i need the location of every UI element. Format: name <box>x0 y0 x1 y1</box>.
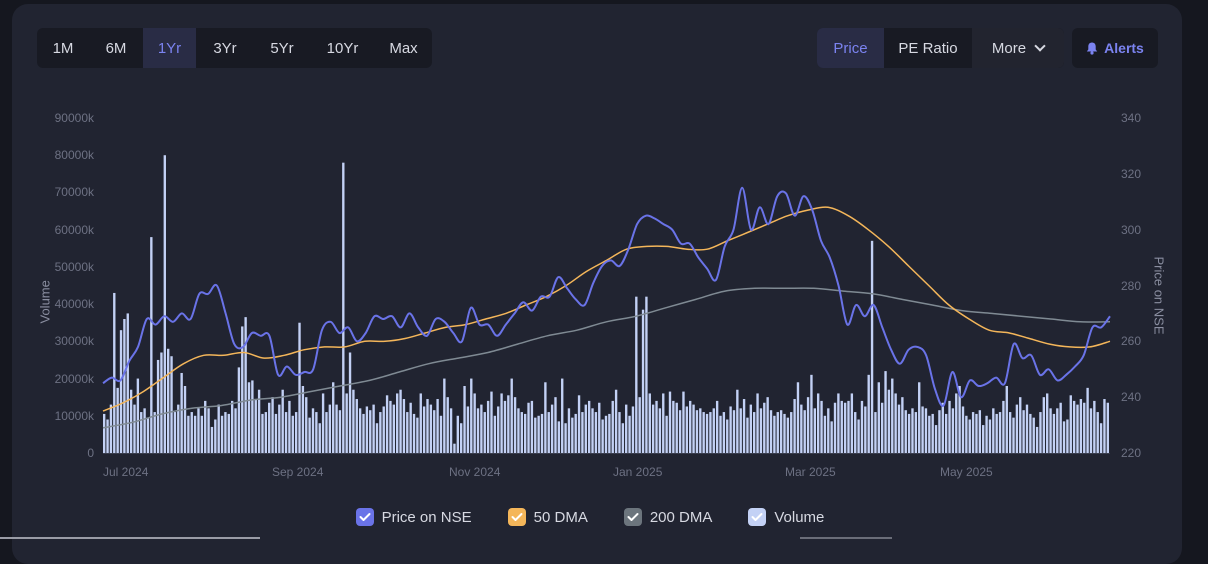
price-volume-chart[interactable] <box>0 0 1208 540</box>
y-left-tick: 70000k <box>54 185 94 200</box>
legend-item-price-on-nse[interactable]: Price on NSE <box>355 508 472 526</box>
y-right-tick: 340 <box>1121 111 1142 125</box>
legend-label: Price on NSE <box>381 508 472 526</box>
tab-pe-ratio[interactable]: PE Ratio <box>898 39 958 57</box>
alerts-button[interactable]: Alerts <box>1072 28 1158 68</box>
volume-bars <box>103 155 1109 454</box>
x-tick: Mar 2025 <box>785 465 836 479</box>
bell-icon <box>1086 42 1098 55</box>
divider <box>0 537 260 539</box>
legend-label: 50 DMA <box>533 508 588 526</box>
legend-label: Volume <box>774 508 825 526</box>
y-left-tick: 40000k <box>54 297 94 312</box>
divider <box>800 537 892 539</box>
chart-panel <box>12 4 1182 564</box>
more-label: More <box>991 39 1027 57</box>
y-left-tick: 90000k <box>54 111 94 125</box>
chart-legend: Price on NSE 50 DMA 200 DMA Volume <box>0 508 1180 526</box>
y-left-tick: 60000k <box>54 222 94 237</box>
y-left-tick: 10000k <box>54 408 94 423</box>
y-left-tick: 20000k <box>54 371 94 386</box>
range-tab-1yr[interactable]: 1Yr <box>143 28 196 68</box>
range-tab-max[interactable]: Max <box>389 39 418 57</box>
x-tick: Jan 2025 <box>613 465 663 479</box>
checkbox-checked-icon[interactable] <box>355 508 374 526</box>
dma50-line <box>102 206 1111 412</box>
y-right-tick: 280 <box>1121 278 1142 293</box>
x-tick: Jul 2024 <box>103 465 149 479</box>
x-tick: May 2025 <box>940 465 993 479</box>
alerts-label: Alerts <box>1104 40 1144 56</box>
legend-item-200-dma[interactable]: 200 DMA <box>623 508 713 526</box>
tab-price[interactable]: Price <box>817 28 884 68</box>
legend-label: 200 DMA <box>649 508 713 526</box>
y-right-tick: 240 <box>1121 390 1142 405</box>
checkbox-checked-icon[interactable] <box>507 508 526 526</box>
y-right-tick: 220 <box>1121 446 1142 460</box>
y-left-tick: 80000k <box>54 148 94 163</box>
range-tab-10yr[interactable]: 10Yr <box>326 39 359 57</box>
time-range-selector: 1M 6M 1Yr 3Yr 5Yr 10Yr Max <box>37 28 432 68</box>
y-left-tick: 50000k <box>54 259 94 274</box>
y-right-tick: 300 <box>1121 222 1142 237</box>
range-tab-1m[interactable]: 1M <box>52 39 74 57</box>
checkbox-checked-icon[interactable] <box>623 508 642 526</box>
price-line <box>102 186 1111 407</box>
y-right-tick: 320 <box>1121 166 1142 181</box>
x-tick: Nov 2024 <box>449 465 501 479</box>
range-tab-5yr[interactable]: 5Yr <box>270 39 294 57</box>
more-dropdown[interactable]: More <box>972 28 1064 68</box>
y-right-tick: 260 <box>1121 334 1142 349</box>
chart-view-selector: Price PE Ratio More <box>817 28 1064 68</box>
legend-item-50-dma[interactable]: 50 DMA <box>507 508 588 526</box>
x-tick: Sep 2024 <box>272 465 324 479</box>
checkbox-checked-icon[interactable] <box>748 508 767 526</box>
range-tab-6m[interactable]: 6M <box>105 39 127 57</box>
legend-item-volume[interactable]: Volume <box>748 508 824 526</box>
y-left-tick: 30000k <box>54 334 94 349</box>
y-left-tick: 0 <box>87 446 94 460</box>
range-tab-3yr[interactable]: 3Yr <box>213 39 237 57</box>
dma200-line <box>102 287 1111 429</box>
